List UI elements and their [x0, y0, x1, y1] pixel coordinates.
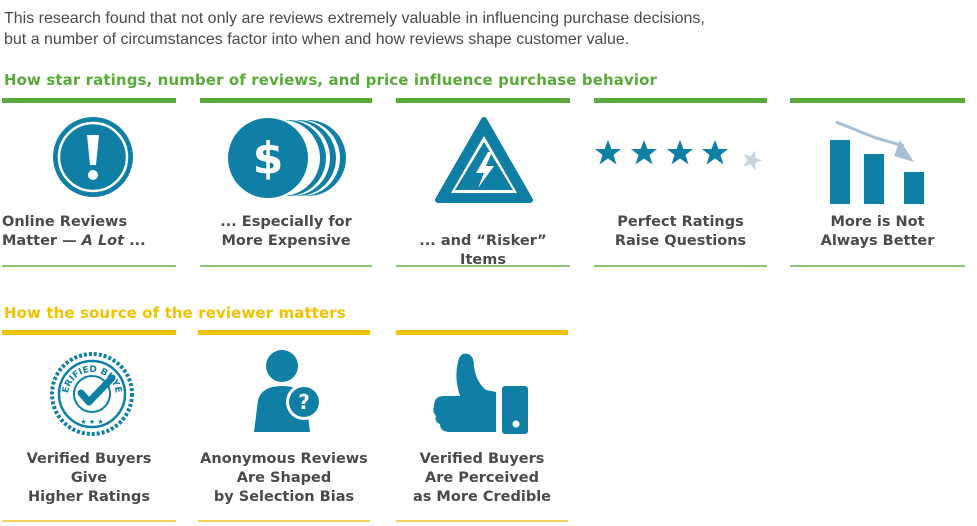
card-bottom-line	[396, 520, 568, 522]
card-top-bar	[790, 98, 965, 103]
card-risker-items: ... and “Risker” Items	[396, 98, 570, 269]
section-heading-reviewer-source: How the source of the reviewer matters	[4, 304, 346, 322]
card-label: ... and “Risker” Items	[419, 233, 547, 268]
declining-bar-chart-icon	[830, 120, 924, 204]
thumbs-up-icon	[433, 353, 528, 434]
verified-buyer-badge-icon: VERIFIED BUYER ★ ★ ★	[48, 350, 134, 436]
card-label: Perfect Ratings Raise Questions	[614, 214, 747, 249]
card-label: Online Reviews Matter — A Lot ...	[2, 214, 146, 249]
intro-line-2: but a number of circumstances factor int…	[4, 31, 630, 48]
card-bottom-line	[790, 265, 965, 267]
card-online-reviews: Online Reviews Matter — A Lot ...	[2, 98, 176, 269]
card-label: ... Especially for More Expensive	[220, 214, 352, 249]
card-top-bar	[200, 98, 372, 103]
card-label: Verified Buyers Are Perceived as More Cr…	[412, 451, 552, 505]
svg-text:★ ★ ★: ★ ★ ★	[80, 418, 103, 426]
card-top-bar	[594, 98, 767, 103]
card-label: Anonymous Reviews Are Shaped by Selectio…	[200, 451, 368, 505]
card-more-not-better: More is Not Always Better	[790, 98, 965, 269]
card-verified-higher: VERIFIED BUYER ★ ★ ★ Verified Buyers Giv…	[2, 330, 176, 524]
intro-paragraph: This research found that not only are re…	[4, 8, 904, 50]
card-bottom-line	[2, 520, 176, 522]
card-top-bar	[396, 330, 568, 335]
card-bottom-line	[594, 265, 767, 267]
card-bottom-line	[2, 265, 176, 267]
svg-text:$: $	[253, 133, 284, 184]
card-bottom-line	[200, 265, 372, 267]
card-perfect-ratings: Perfect Ratings Raise Questions	[594, 98, 767, 269]
exclamation-icon	[53, 117, 133, 197]
card-top-bar	[198, 330, 370, 335]
card-label: Verified Buyers Give Higher Ratings	[26, 451, 152, 505]
stars-rating-icon	[595, 140, 763, 171]
warning-lightning-icon	[435, 117, 533, 203]
card-anonymous: ? Anonymous Reviews Are Shaped by Select…	[198, 330, 370, 524]
coins-dollar-icon: $	[228, 118, 346, 198]
card-bottom-line	[198, 520, 370, 522]
card-label: More is Not Always Better	[820, 214, 935, 249]
card-verified-credible: Verified Buyers Are Perceived as More Cr…	[396, 330, 568, 524]
svg-text:?: ?	[298, 390, 310, 414]
intro-line-1: This research found that not only are re…	[4, 10, 705, 27]
section-heading-star-ratings: How star ratings, number of reviews, and…	[4, 71, 658, 89]
card-top-bar	[396, 98, 570, 103]
card-top-bar	[2, 98, 176, 103]
card-top-bar	[2, 330, 176, 335]
anonymous-user-icon: ?	[254, 350, 322, 432]
card-expensive: $ ... Especially for More Expensive	[200, 98, 372, 269]
card-bottom-line	[396, 265, 570, 267]
